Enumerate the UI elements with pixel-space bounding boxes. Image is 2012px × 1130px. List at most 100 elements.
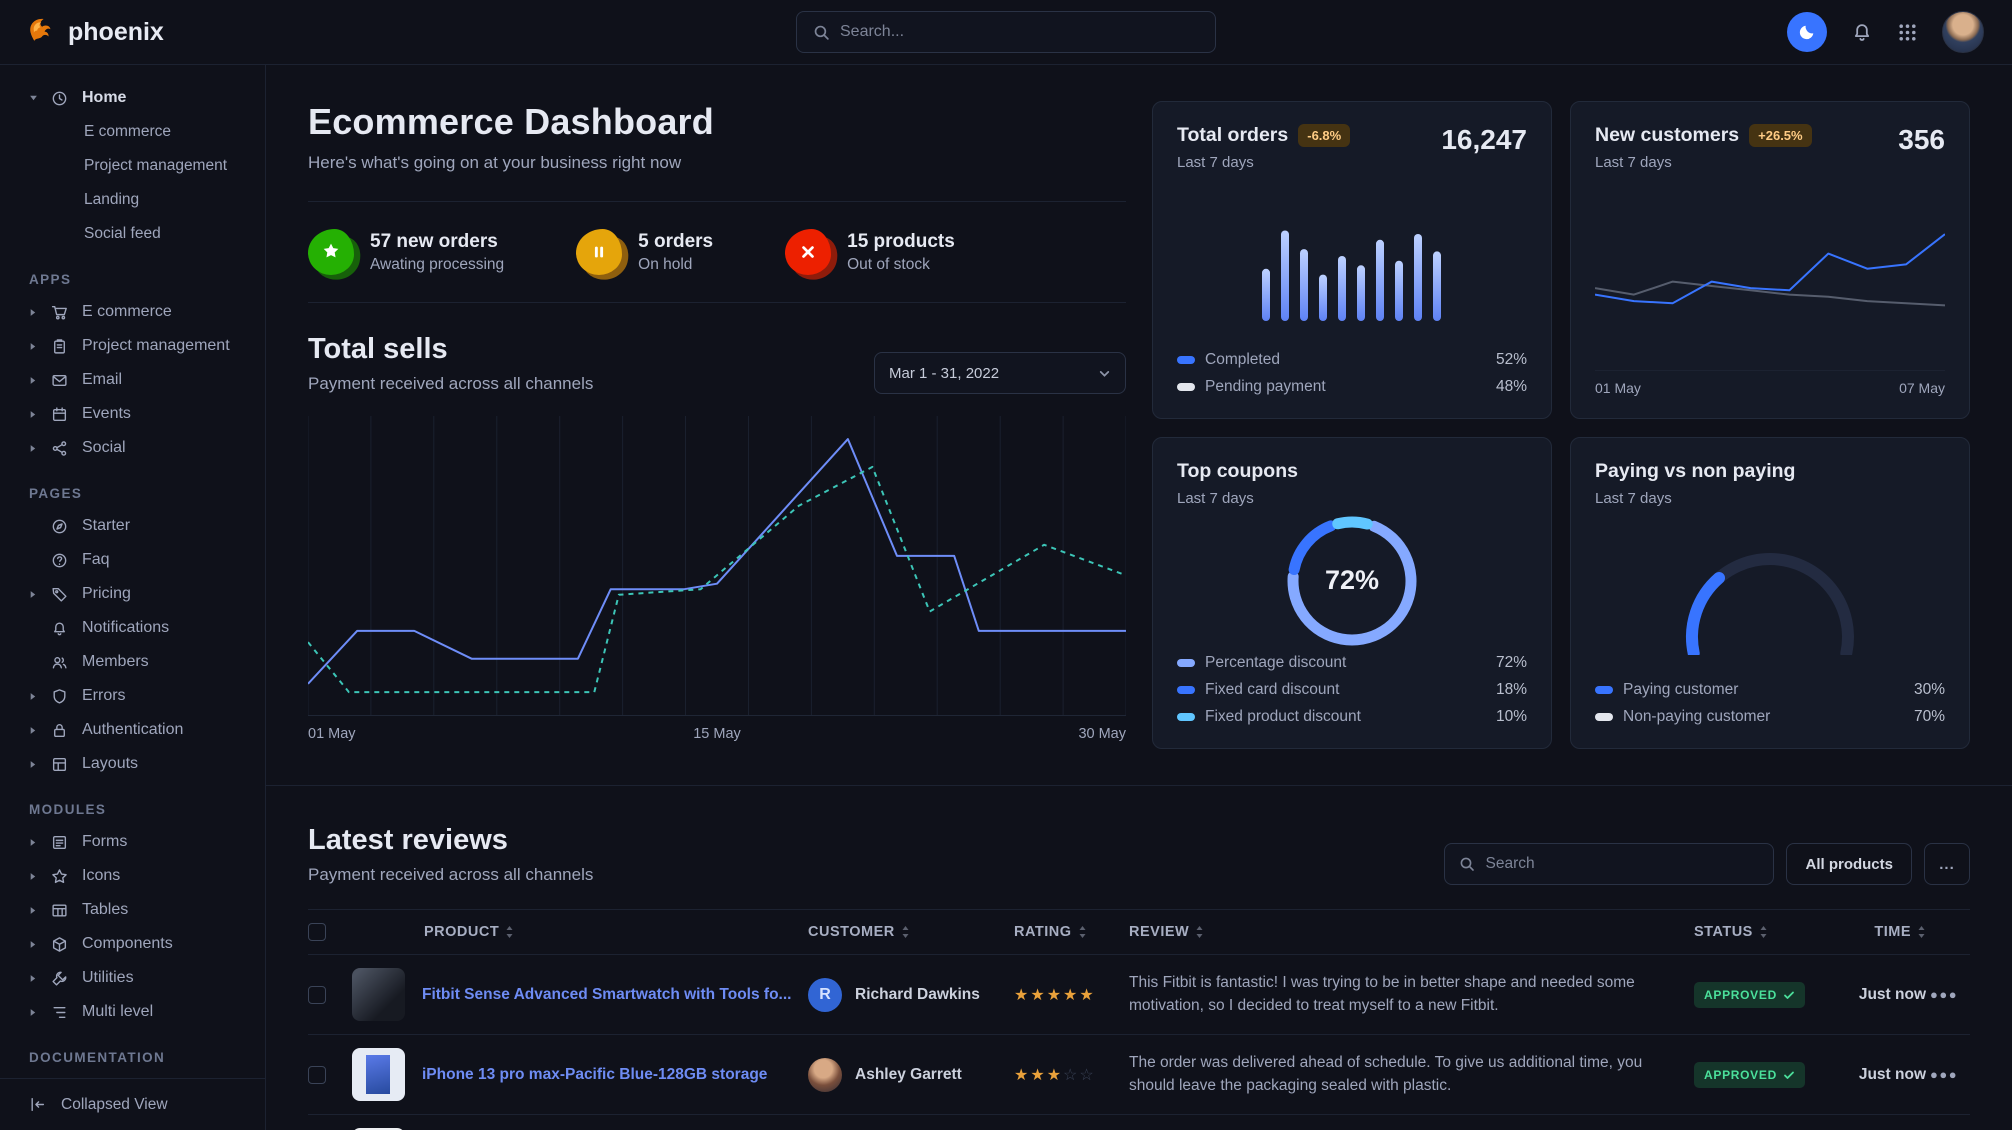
column-header-time[interactable]: TIME (1852, 924, 1930, 940)
table-header-row: PRODUCT CUSTOMER RATING REVIEW STATUS TIME (308, 909, 1970, 955)
reviews-search[interactable] (1444, 843, 1775, 885)
sidebar-item-errors[interactable]: Errors (0, 679, 265, 713)
row-actions-button[interactable]: ●●● (1930, 1067, 1959, 1082)
quick-stat-out-of-stock: 15 products Out of stock (785, 229, 955, 275)
search-icon (1459, 856, 1475, 872)
global-search[interactable] (796, 11, 1216, 53)
x-tick: 30 May (1078, 726, 1126, 742)
table-icon (51, 902, 73, 919)
user-avatar[interactable] (1942, 11, 1984, 53)
customer-name: Richard Dawkins (855, 985, 980, 1003)
caret-right-icon (29, 974, 42, 983)
star-icon: ★ (1014, 1066, 1031, 1084)
sidebar-item-project-management[interactable]: Project management (0, 329, 265, 363)
trend-badge: -6.8% (1298, 124, 1351, 147)
table-row: iPhone 13 pro max-Pacific Blue-128GB sto… (308, 1035, 1970, 1115)
shield-icon (51, 688, 73, 705)
reviews-search-input[interactable] (1485, 855, 1760, 873)
x-icon (785, 229, 832, 275)
sidebar-item-multi-level[interactable]: Multi level (0, 995, 265, 1029)
date-range-value: Mar 1 - 31, 2022 (889, 364, 1000, 382)
sidebar-item-icons[interactable]: Icons (0, 859, 265, 893)
brand[interactable]: phoenix (28, 17, 164, 47)
column-header-customer[interactable]: CUSTOMER (808, 924, 1014, 940)
card-period: Last 7 days (1595, 154, 1672, 171)
sidebar-item-authentication[interactable]: Authentication (0, 713, 265, 747)
star-icon: ★ (1030, 986, 1047, 1004)
sidebar-item-members[interactable]: Members (0, 645, 265, 679)
new-customers-value: 356 (1898, 124, 1945, 155)
collapse-view-button[interactable]: Collapsed View (0, 1078, 265, 1130)
paying-gauge-chart (1595, 507, 1945, 681)
customer-name: Ashley Garrett (855, 1065, 962, 1083)
sidebar-item-home[interactable]: Home (0, 81, 265, 115)
legend-item-paying-customer: Paying customer 30% (1595, 681, 1945, 699)
clipboard-icon (51, 338, 73, 355)
mail-icon (51, 372, 73, 389)
column-header-rating[interactable]: RATING (1014, 924, 1129, 940)
x-tick: 01 May (1595, 380, 1641, 396)
product-link[interactable]: Fitbit Sense Advanced Smartwatch with To… (422, 985, 792, 1003)
sidebar-item-project-management[interactable]: Project management (84, 157, 228, 174)
sidebar-item-social[interactable]: Social (0, 431, 265, 465)
table-row: It's a Mac, after all. Once you've gone … (308, 1115, 1970, 1130)
legend-item-percentage-discount: Percentage discount 72% (1177, 654, 1527, 672)
sidebar-item-tables[interactable]: Tables (0, 893, 265, 927)
column-header-status[interactable]: STATUS (1694, 924, 1852, 940)
table-row: Fitbit Sense Advanced Smartwatch with To… (308, 955, 1970, 1035)
moon-icon (1798, 23, 1816, 41)
caret-right-icon (29, 376, 42, 385)
product-link[interactable]: iPhone 13 pro max-Pacific Blue-128GB sto… (422, 1065, 768, 1083)
sidebar-item-pricing[interactable]: Pricing (0, 577, 265, 611)
row-checkbox[interactable] (308, 985, 326, 1004)
card-title: Paying vs non paying (1595, 460, 1796, 482)
home-icon (51, 90, 73, 107)
row-checkbox[interactable] (308, 1065, 326, 1084)
sidebar-item-faq[interactable]: Faq (0, 543, 265, 577)
x-tick: 01 May (308, 726, 356, 742)
more-actions-button[interactable]: ... (1924, 843, 1970, 885)
sidebar-item-email[interactable]: Email (0, 363, 265, 397)
star-icon: ★ (1030, 1066, 1047, 1084)
latest-reviews-section: Latest reviews Payment received across a… (266, 786, 2012, 1130)
quick-stats-row: 57 new orders Awating processing 5 orders… (308, 201, 1126, 303)
caret-right-icon (29, 410, 42, 419)
sidebar-item-e-commerce[interactable]: E commerce (84, 123, 171, 140)
quick-stat-on-hold: 5 orders On hold (576, 229, 713, 275)
review-text: This Fitbit is fantastic! I was trying t… (1129, 974, 1635, 1014)
orders-legend: Completed 52% Pending payment 48% (1177, 351, 1527, 396)
review-text: The order was delivered ahead of schedul… (1129, 1054, 1643, 1094)
sidebar-item-layouts[interactable]: Layouts (0, 747, 265, 781)
all-products-button[interactable]: All products (1786, 843, 1912, 885)
sidebar-item-social-feed[interactable]: Social feed (84, 225, 161, 242)
row-actions-button[interactable]: ●●● (1930, 987, 1959, 1002)
sidebar-item-components[interactable]: Components (0, 927, 265, 961)
total-orders-value: 16,247 (1441, 124, 1527, 155)
chevron-down-icon (1098, 367, 1111, 380)
x-tick: 15 May (693, 726, 741, 742)
rating: ★ ★ ★ ☆ ☆ (1014, 1065, 1129, 1085)
lock-icon (51, 722, 73, 739)
top-coupons-card: Top coupons Last 7 days 72% Percentage d… (1152, 437, 1552, 749)
notifications-bell-icon[interactable] (1851, 21, 1873, 43)
star-icon: ★ (1046, 1066, 1064, 1084)
sidebar-item-notifications[interactable]: Notifications (0, 611, 265, 645)
caret-right-icon (29, 590, 42, 599)
theme-toggle-button[interactable] (1787, 12, 1827, 52)
review-time: Just now (1858, 985, 1926, 1003)
column-header-product[interactable]: PRODUCT (352, 924, 808, 940)
select-all-checkbox[interactable] (308, 923, 326, 941)
apps-grid-icon[interactable] (1897, 22, 1918, 43)
sidebar-item-e-commerce[interactable]: E commerce (0, 295, 265, 329)
sidebar-item-starter[interactable]: Starter (0, 509, 265, 543)
search-icon (813, 24, 830, 41)
sidebar-item-events[interactable]: Events (0, 397, 265, 431)
date-range-select[interactable]: Mar 1 - 31, 2022 (874, 352, 1126, 394)
sidebar-item-forms[interactable]: Forms (0, 825, 265, 859)
column-header-review[interactable]: REVIEW (1129, 924, 1694, 940)
sidebar-item-landing[interactable]: Landing (84, 191, 140, 208)
sidebar-item-utilities[interactable]: Utilities (0, 961, 265, 995)
search-input[interactable] (840, 23, 1199, 41)
legend-item-fixed-product-discount: Fixed product discount 10% (1177, 708, 1527, 726)
paying-legend: Paying customer 30% Non-paying customer 70… (1595, 681, 1945, 726)
